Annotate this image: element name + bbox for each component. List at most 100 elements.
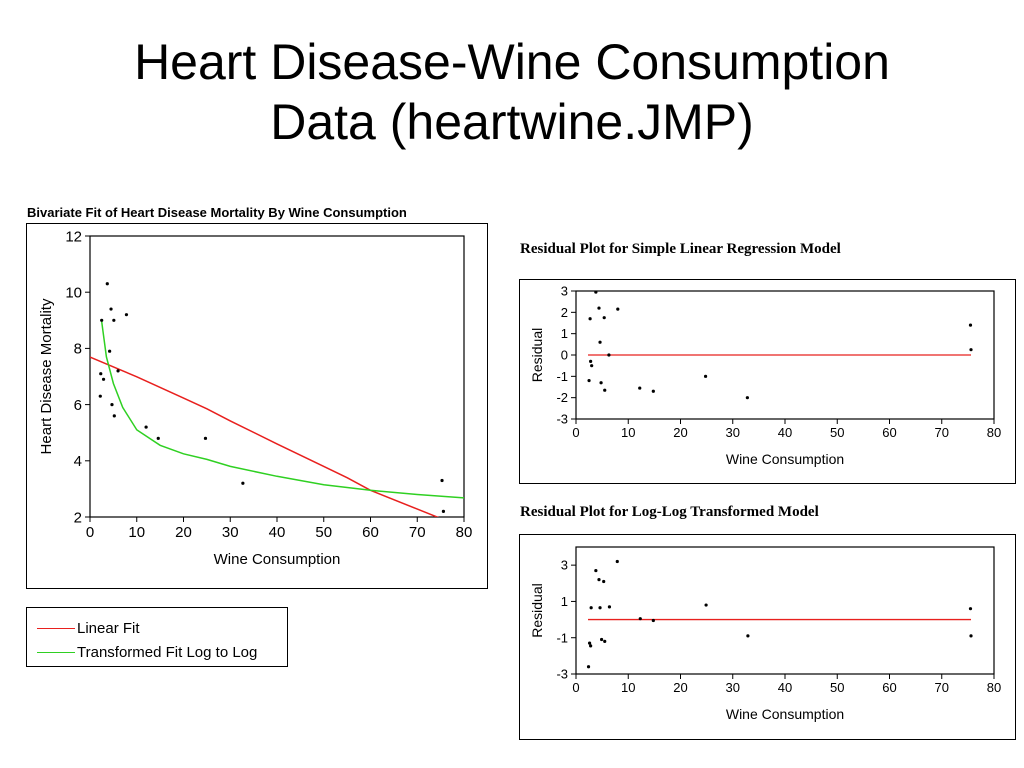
x-tick-label: 20 bbox=[673, 680, 687, 695]
data-point bbox=[440, 478, 444, 483]
data-point bbox=[589, 359, 593, 363]
data-point bbox=[589, 606, 593, 610]
data-point bbox=[638, 617, 642, 621]
y-tick-label: -2 bbox=[556, 390, 568, 405]
data-point bbox=[124, 313, 129, 317]
x-tick-label: 20 bbox=[673, 425, 687, 440]
y-tick-label: -1 bbox=[556, 630, 568, 645]
data-point bbox=[746, 634, 750, 638]
data-point bbox=[587, 379, 591, 383]
legend-item-linear-fit: Linear Fit bbox=[37, 617, 140, 639]
data-point bbox=[599, 381, 603, 385]
y-tick-label: 6 bbox=[74, 397, 82, 414]
slide-title-line2: Data (heartwine.JMP) bbox=[270, 94, 754, 150]
y-tick-label: -1 bbox=[556, 369, 568, 384]
data-point bbox=[602, 316, 606, 320]
y-tick-label: 10 bbox=[65, 284, 82, 301]
x-tick-label: 80 bbox=[987, 680, 1001, 695]
x-tick-label: 50 bbox=[830, 680, 844, 695]
bivariate-fit-panel: 0 10 20 30 40 50 60 70 80 2 4 6 8 10 12 Wine Consumptio… bbox=[26, 223, 488, 589]
plot-frame bbox=[575, 546, 995, 675]
y-axis-label: Heart Disease Mortality bbox=[38, 298, 55, 454]
y-tick-label: 2 bbox=[561, 305, 568, 320]
legend-item-transformed-fit: Transformed Fit Log to Log bbox=[37, 641, 257, 663]
y-tick-label: 0 bbox=[561, 348, 568, 363]
x-tick-label: 80 bbox=[987, 425, 1001, 440]
data-point bbox=[704, 603, 708, 607]
x-tick-label: 40 bbox=[778, 680, 792, 695]
y-axis-label: Residual bbox=[529, 583, 545, 637]
x-tick-label: 80 bbox=[456, 524, 473, 541]
legend-label-linear: Linear Fit bbox=[77, 619, 140, 637]
data-point bbox=[607, 353, 611, 357]
data-point bbox=[603, 388, 607, 392]
data-point bbox=[703, 374, 708, 378]
legend-swatch-linear bbox=[37, 627, 75, 629]
legend-swatch-transformed bbox=[37, 651, 75, 653]
residual-linear-chart: 0 10 20 30 40 50 60 70 80 -3 -2 -1 0 1 2 3 Wine Consumpt… bbox=[529, 284, 1001, 467]
residual-linear-title: Residual Plot for Simple Linear Regressi… bbox=[520, 241, 841, 257]
x-tick-label: 30 bbox=[726, 680, 740, 695]
data-point bbox=[109, 307, 113, 311]
x-tick-label: 60 bbox=[882, 680, 896, 695]
data-point bbox=[615, 559, 619, 564]
x-tick-label: 40 bbox=[269, 524, 286, 541]
x-tick-label: 10 bbox=[621, 680, 635, 695]
data-point bbox=[112, 318, 116, 322]
x-axis-label: Wine Consumption bbox=[214, 551, 341, 568]
plot-frame bbox=[89, 235, 465, 518]
data-point bbox=[968, 323, 973, 327]
y-tick-label: -3 bbox=[556, 412, 568, 427]
data-point bbox=[600, 637, 604, 642]
data-point bbox=[598, 340, 602, 344]
slide-title-line1: Heart Disease-Wine Consumption bbox=[134, 34, 890, 90]
data-point bbox=[99, 372, 103, 376]
y-tick-label: 12 bbox=[65, 228, 82, 245]
data-point bbox=[597, 578, 601, 582]
y-tick-label: -3 bbox=[556, 667, 568, 682]
residual-loglog-panel: 0 10 20 30 40 50 60 70 80 -3 -1 1 3 Wine Consumption R… bbox=[519, 534, 1016, 740]
data-point bbox=[587, 641, 592, 645]
x-tick-label: 10 bbox=[128, 524, 145, 541]
data-point bbox=[616, 307, 620, 311]
data-point bbox=[588, 317, 592, 321]
y-tick-label: 8 bbox=[74, 341, 82, 358]
data-point bbox=[638, 386, 642, 390]
data-point bbox=[100, 318, 104, 322]
data-point bbox=[112, 414, 116, 418]
y-tick-label: 2 bbox=[74, 509, 82, 526]
slide-title: Heart Disease-Wine Consumption Data (hea… bbox=[0, 32, 1024, 152]
data-point bbox=[598, 606, 602, 610]
data-point bbox=[144, 425, 148, 429]
residual-linear-panel: 0 10 20 30 40 50 60 70 80 -3 -2 -1 0 1 2 3 Wine Consumpt… bbox=[519, 279, 1016, 484]
x-tick-label: 0 bbox=[572, 425, 579, 440]
x-tick-label: 20 bbox=[175, 524, 192, 541]
data-point bbox=[594, 290, 598, 294]
data-point bbox=[603, 639, 607, 643]
residual-loglog-chart: 0 10 20 30 40 50 60 70 80 -3 -1 1 3 Wine Consumption R… bbox=[529, 546, 1001, 722]
data-point bbox=[651, 389, 655, 393]
bivariate-fit-title: Bivariate Fit of Heart Disease Mortality… bbox=[27, 205, 407, 220]
x-tick-label: 30 bbox=[726, 425, 740, 440]
data-point bbox=[589, 644, 593, 648]
x-tick-label: 60 bbox=[882, 425, 896, 440]
x-tick-label: 40 bbox=[778, 425, 792, 440]
data-point bbox=[98, 394, 102, 398]
data-point bbox=[441, 509, 446, 513]
data-point bbox=[597, 306, 601, 310]
data-point bbox=[745, 396, 749, 400]
data-point bbox=[156, 436, 160, 440]
data-point bbox=[602, 579, 606, 584]
x-axis-label: Wine Consumption bbox=[726, 451, 844, 467]
x-tick-label: 50 bbox=[315, 524, 332, 541]
x-tick-label: 70 bbox=[409, 524, 426, 541]
data-point bbox=[969, 634, 973, 638]
data-point bbox=[105, 282, 109, 286]
x-tick-label: 0 bbox=[572, 680, 579, 695]
data-point bbox=[969, 348, 973, 352]
x-tick-label: 50 bbox=[830, 425, 844, 440]
y-tick-label: 3 bbox=[561, 558, 568, 573]
x-tick-label: 60 bbox=[362, 524, 379, 541]
data-point bbox=[968, 607, 973, 611]
linear-fit-line bbox=[90, 356, 440, 517]
